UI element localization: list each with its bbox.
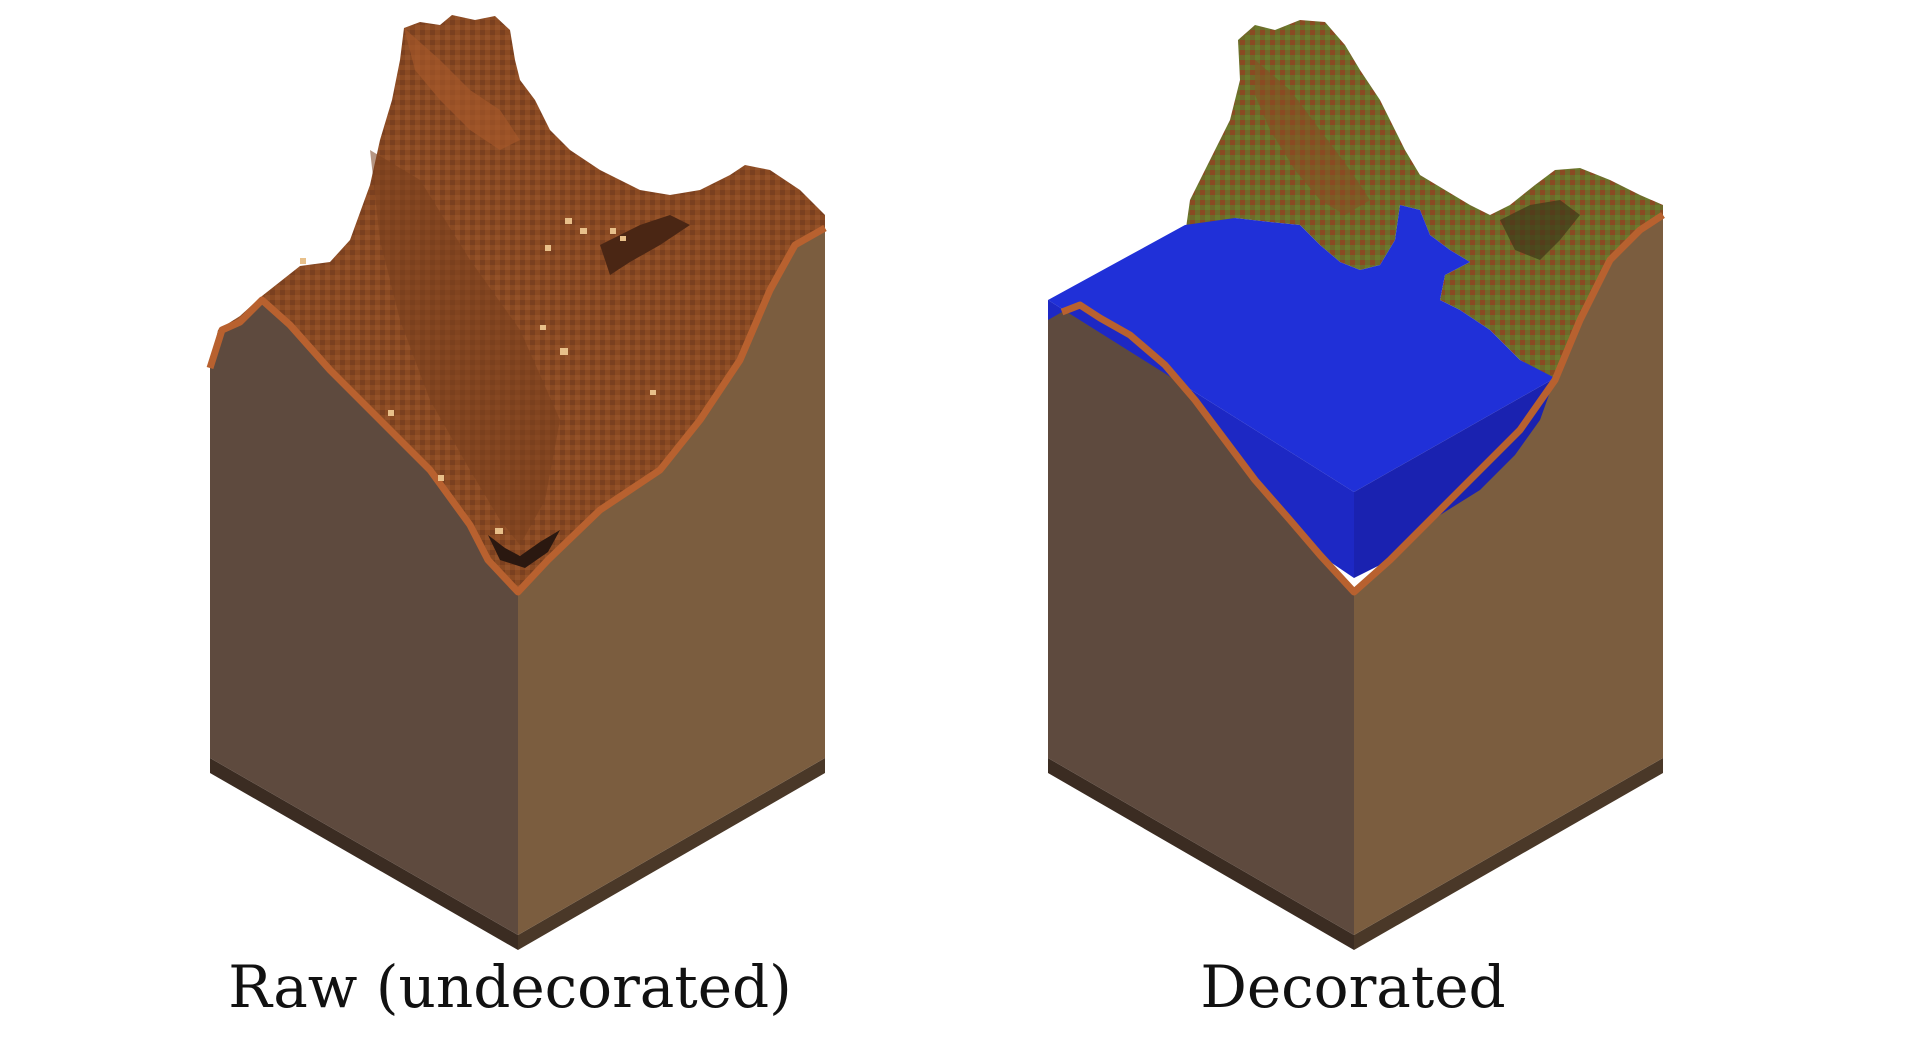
decorated-water-right-wall xyxy=(1354,378,1555,578)
raw-terrain-surface xyxy=(210,15,825,592)
decorated-terrain-block xyxy=(1048,20,1665,950)
sand-speck xyxy=(650,390,656,395)
decorated-terrain-rim xyxy=(1060,212,1665,596)
sand-speck xyxy=(560,348,568,355)
decorated-mountain-shade xyxy=(1255,60,1370,215)
sand-speck xyxy=(620,236,626,241)
decorated-water-left-wall xyxy=(1048,300,1354,578)
raw-terrain-valley-shadow xyxy=(600,215,690,275)
raw-sand-specks xyxy=(300,218,656,534)
sand-speck xyxy=(540,325,546,330)
raw-crevasse xyxy=(488,530,560,568)
raw-left-face xyxy=(210,300,518,935)
raw-terrain-block xyxy=(206,15,827,950)
decorated-left-face xyxy=(1048,300,1354,935)
caption-raw: Raw (undecorated) xyxy=(228,953,792,1021)
sand-speck xyxy=(495,528,503,534)
decorated-base-strip-right xyxy=(1354,758,1663,950)
decorated-base-strip-left xyxy=(1048,758,1354,950)
decorated-right-face xyxy=(1354,215,1663,935)
sand-speck xyxy=(580,228,587,234)
decorated-water-surface xyxy=(1048,205,1555,492)
raw-right-face xyxy=(518,228,825,935)
raw-terrain-rim xyxy=(206,224,827,596)
raw-terrain-peak-shade xyxy=(404,28,520,150)
decorated-hill-shade xyxy=(1500,200,1580,260)
sand-speck xyxy=(610,228,616,234)
sand-speck xyxy=(545,245,551,251)
sand-speck xyxy=(438,475,444,481)
raw-terrain-ridge-shade xyxy=(370,150,560,545)
raw-base-strip-left xyxy=(210,758,518,950)
sand-speck xyxy=(300,258,306,264)
raw-base-strip-right xyxy=(518,758,825,950)
sand-speck xyxy=(565,218,572,224)
caption-decorated: Decorated xyxy=(1200,953,1506,1021)
sand-speck xyxy=(388,410,394,416)
